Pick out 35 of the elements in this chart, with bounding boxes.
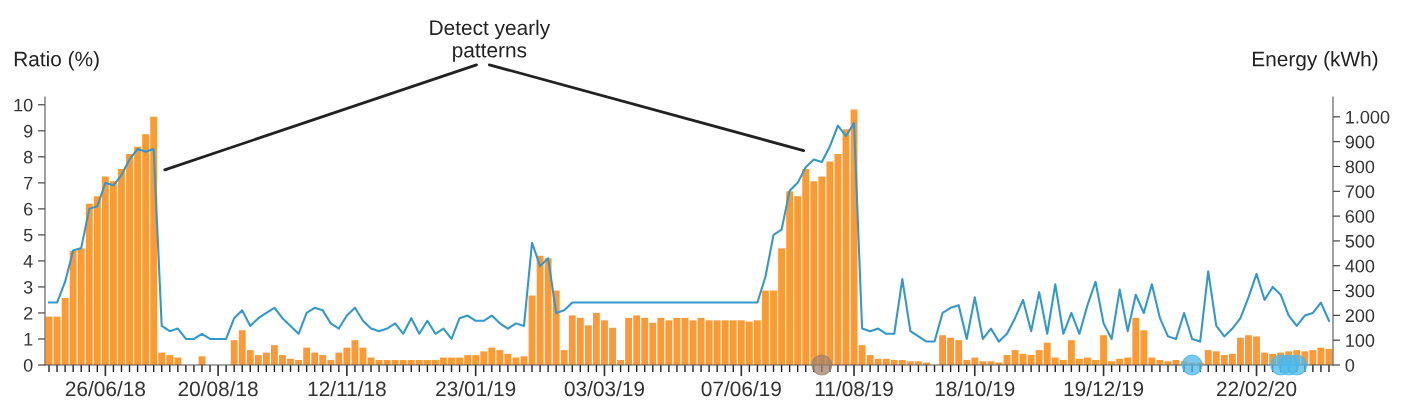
y2-tick-label: 800	[1345, 160, 1375, 174]
y-tick-label: 8	[23, 150, 33, 164]
y-tick-label: 5	[23, 229, 33, 242]
y2-tick-label: 100	[1346, 334, 1375, 347]
x-tick-label: 11/08/19	[815, 380, 893, 397]
y2-tick-label: 300	[1345, 284, 1375, 298]
x-tick-label: 03/03/19	[564, 380, 645, 397]
y2-tick-label: 900	[1345, 135, 1375, 149]
x-tick-label: 22/02/20	[1217, 380, 1297, 397]
y2-axis-title: Energy (kWh)	[1253, 51, 1378, 71]
y2-tick-label: 400	[1345, 259, 1375, 273]
y-tick-label: 3	[23, 280, 33, 294]
x-tick-label: 20/08/18	[178, 380, 258, 397]
y-tick-label: 4	[23, 255, 33, 268]
x-tick-label: 07/06/19	[701, 380, 781, 397]
y-tick-label: 0	[23, 358, 33, 372]
x-tick-label: 19/12/19	[1064, 380, 1144, 397]
y-tick-label: 10	[14, 98, 33, 112]
y-tick-label: 1	[24, 333, 33, 346]
text: Detect yearly patterns	[430, 19, 551, 62]
x-tick-label: 26/06/18	[65, 380, 146, 397]
y-tick-label: 9	[24, 124, 33, 138]
y-tick-label: 6	[24, 202, 33, 216]
x-tick-label: 18/10/19	[935, 380, 1015, 397]
y2-tick-label: 0	[1345, 358, 1355, 372]
y2-tick-label: 200	[1345, 309, 1375, 323]
x-tick-label: 12/11/18	[308, 380, 386, 397]
y-tick-label: 7	[24, 176, 33, 190]
x-tick-label: 23/01/19	[436, 380, 516, 397]
y2-tick-label: 600	[1345, 210, 1375, 223]
y-axis-title: Ratio (%)	[14, 51, 99, 71]
y2-tick-label: 700	[1345, 185, 1375, 199]
y-tick-label: 2	[24, 306, 33, 320]
y2-tick-label: 1.000	[1346, 110, 1390, 124]
y2-tick-label: 500	[1345, 234, 1375, 248]
